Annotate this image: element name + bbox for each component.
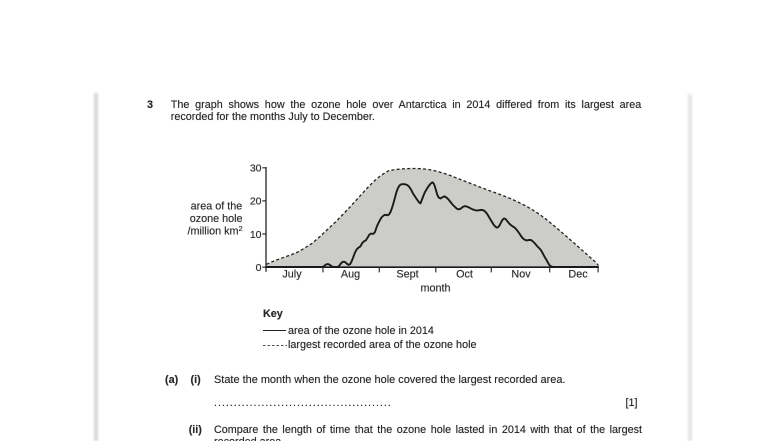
- svg-text:Nov: Nov: [511, 269, 531, 281]
- svg-text:Dec: Dec: [568, 269, 588, 281]
- svg-text:0: 0: [256, 262, 262, 274]
- svg-text:July: July: [282, 269, 302, 281]
- svg-text:30: 30: [250, 163, 262, 175]
- svg-text:Oct: Oct: [456, 269, 473, 281]
- svg-text:month: month: [420, 283, 450, 295]
- svg-text:10: 10: [250, 229, 262, 241]
- svg-text:ozone hole: ozone hole: [190, 213, 243, 225]
- svg-text:Aug: Aug: [341, 269, 360, 281]
- svg-text:20: 20: [250, 196, 262, 208]
- svg-text:Sept: Sept: [396, 269, 418, 281]
- svg-text:/million km2: /million km2: [188, 224, 243, 237]
- svg-text:area of the: area of the: [191, 201, 243, 213]
